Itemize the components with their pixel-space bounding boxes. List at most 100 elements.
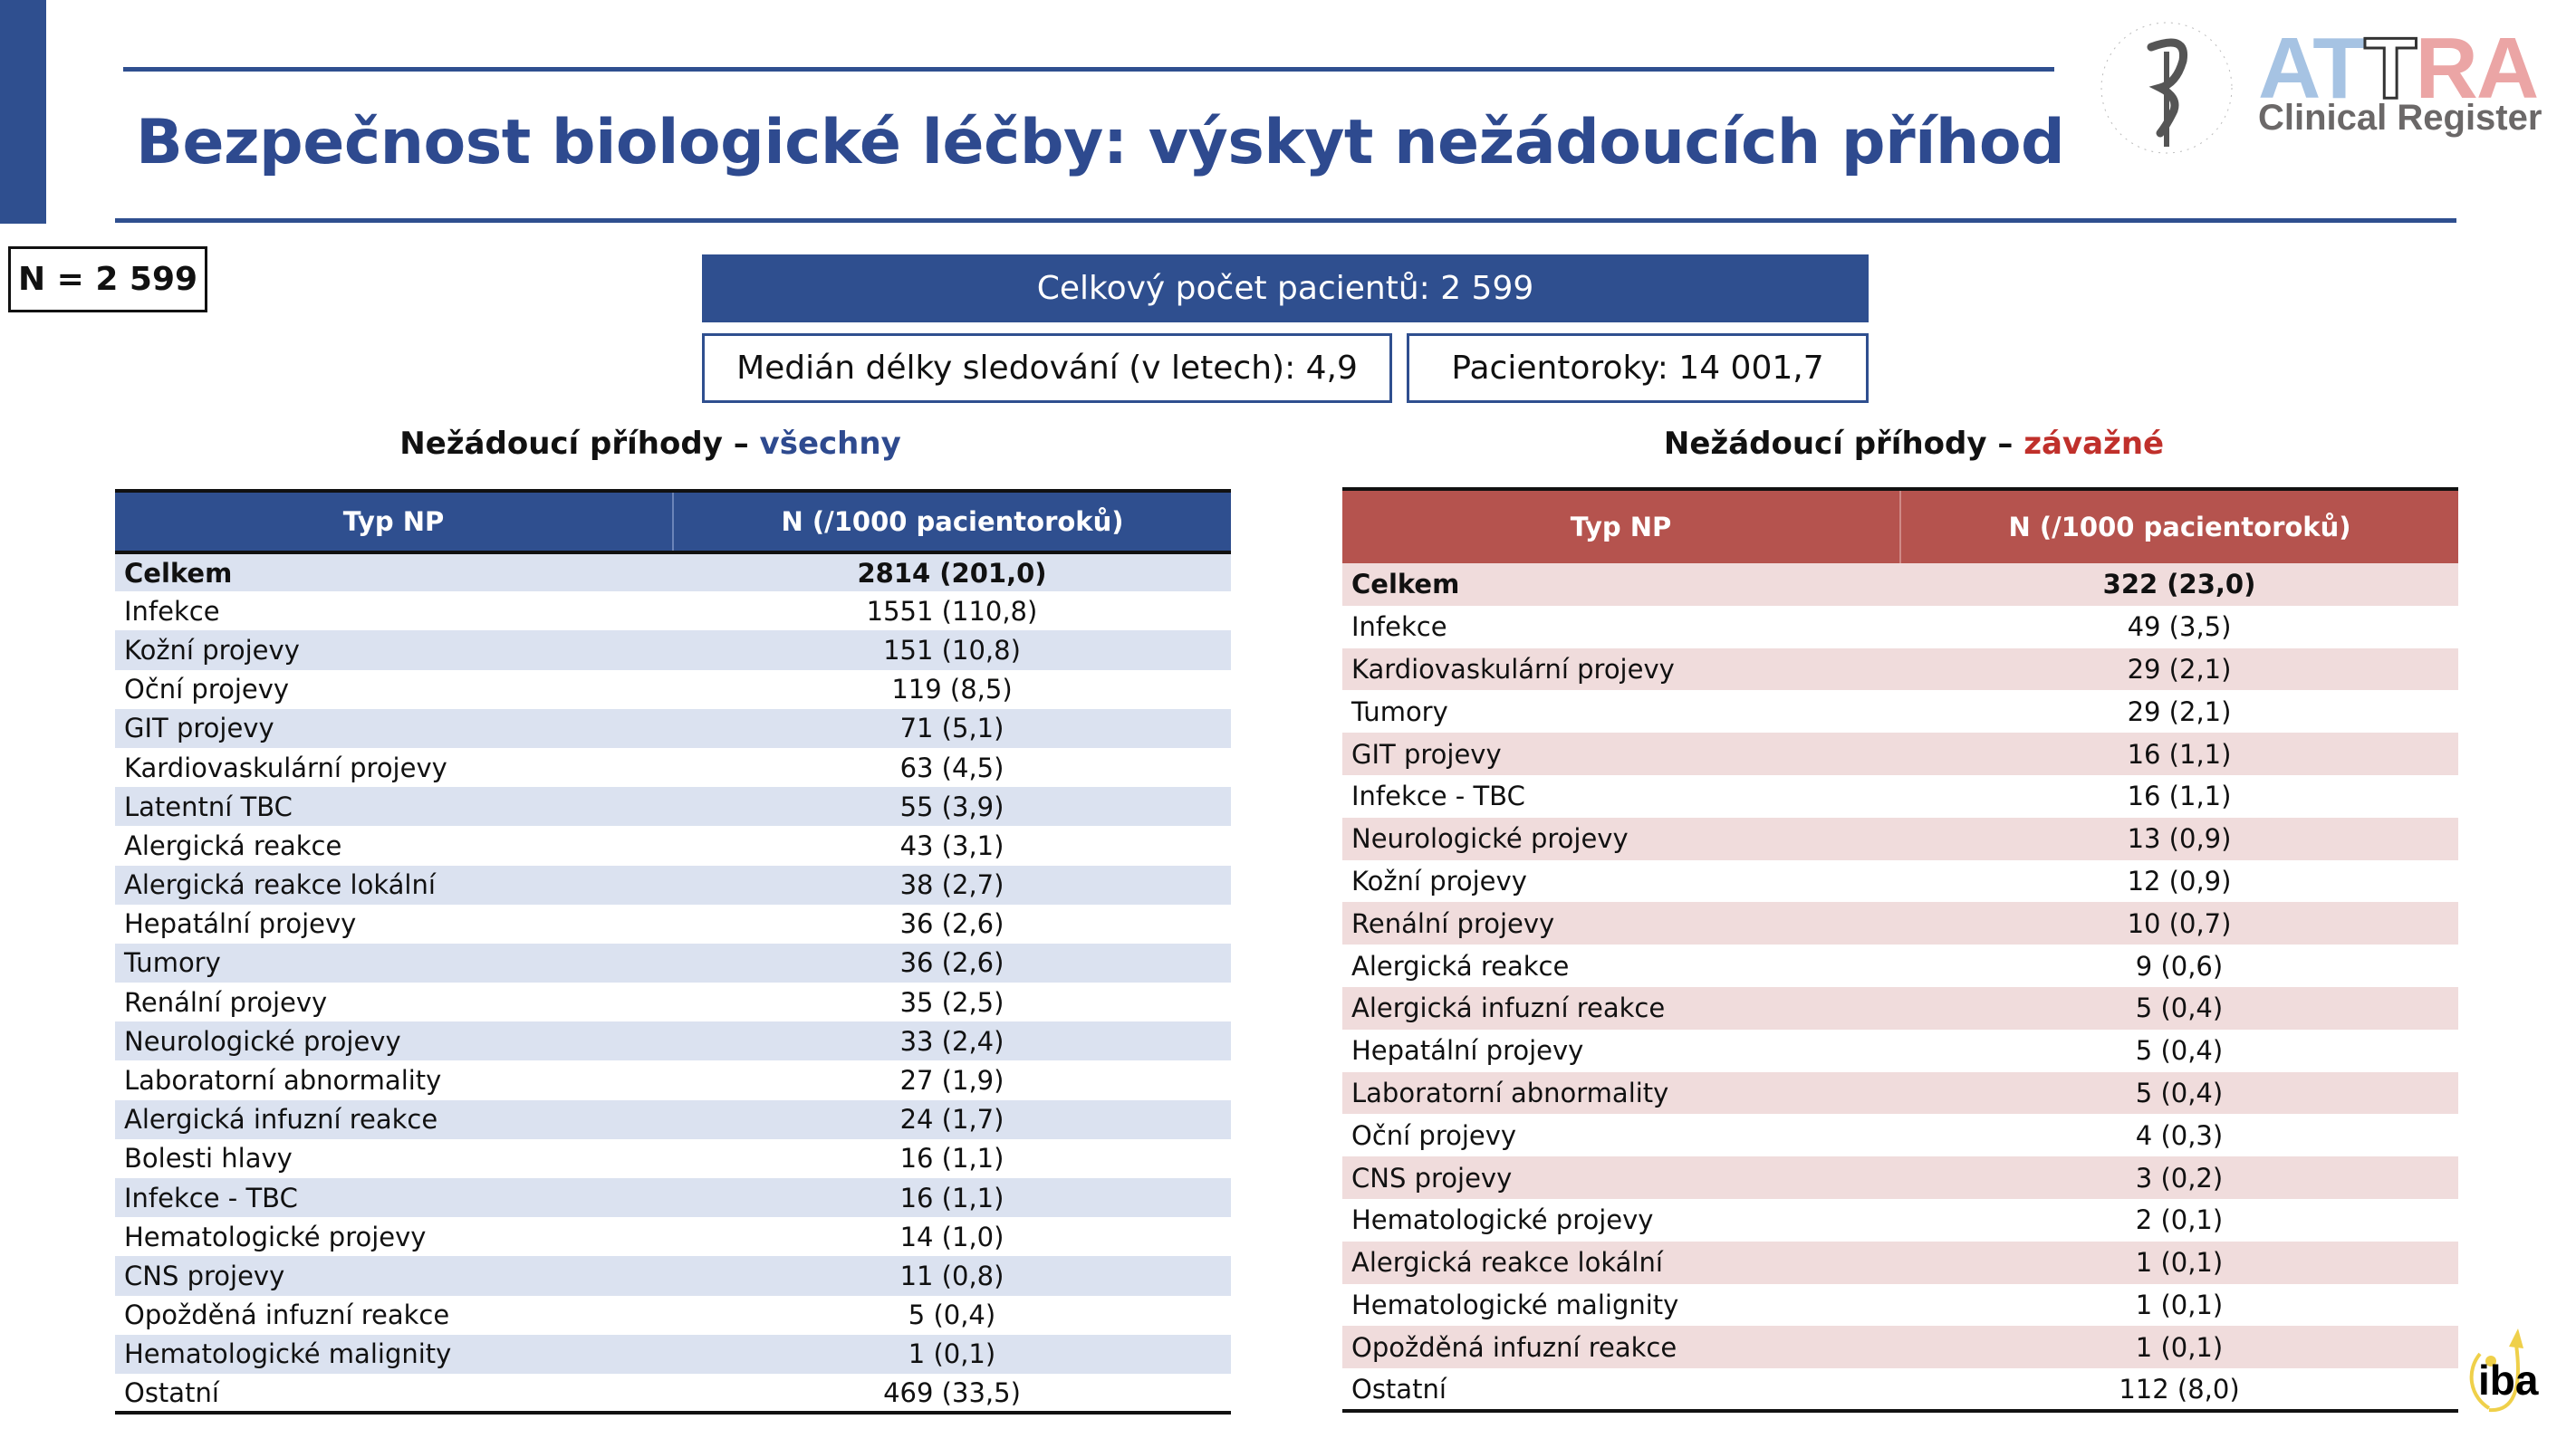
all-events-table: Typ NP N (/1000 pacientoroků) Celkem 2814 (… bbox=[115, 489, 1231, 1415]
event-type: GIT projevy bbox=[1342, 733, 1900, 775]
event-count: 49 (3,5) bbox=[2127, 611, 2232, 643]
clinical-register-label: Clinical Register bbox=[2258, 98, 2542, 138]
event-count: 151 (10,8) bbox=[673, 630, 1231, 670]
event-type: Renální projevy bbox=[124, 986, 328, 1018]
event-type: GIT projevy bbox=[115, 708, 673, 748]
table-row: Ostatní 112 (8,0) bbox=[1342, 1368, 2458, 1411]
table-row: Kardiovaskulární projevy 63 (4,5) bbox=[115, 748, 1231, 787]
event-count: 1551 (110,8) bbox=[866, 595, 1038, 627]
table-row: Neurologické projevy 13 (0,9) bbox=[1342, 817, 2458, 860]
table-row: CNS projevy 11 (0,8) bbox=[115, 1256, 1231, 1296]
event-type: Ostatní bbox=[124, 1376, 219, 1408]
table-row: Infekce 49 (3,5) bbox=[1342, 606, 2458, 648]
event-type: Alergická reakce bbox=[124, 830, 342, 861]
event-type: Kožní projevy bbox=[115, 630, 673, 670]
top-divider bbox=[123, 67, 2054, 72]
event-count: 1 (0,1) bbox=[1900, 1326, 2458, 1369]
table-row: Alergická infuzní reakce 24 (1,7) bbox=[115, 1099, 1231, 1139]
n-count-box: N = 2 599 bbox=[8, 246, 207, 312]
serious-events-title: Nežádoucí příhody – závažné bbox=[1663, 426, 2165, 462]
table-row: Hepatální projevy 5 (0,4) bbox=[1342, 1030, 2458, 1072]
event-count: 14 (1,0) bbox=[899, 1221, 1004, 1252]
table-row: Hematologické projevy 2 (0,1) bbox=[1342, 1199, 2458, 1242]
table-row: Infekce 1551 (110,8) bbox=[115, 591, 1231, 630]
table-row: Oční projevy 119 (8,5) bbox=[115, 670, 1231, 709]
event-type: Infekce bbox=[1351, 611, 1447, 643]
event-count: 3 (0,2) bbox=[1900, 1156, 2458, 1199]
event-count: 5 (0,4) bbox=[2135, 1035, 2224, 1067]
event-count: 33 (2,4) bbox=[673, 1021, 1231, 1061]
event-count: 322 (23,0) bbox=[1900, 563, 2458, 606]
event-type: Neurologické projevy bbox=[115, 1021, 673, 1061]
event-type: Kardiovaskulární projevy bbox=[124, 752, 447, 783]
event-count: 119 (8,5) bbox=[891, 674, 1013, 705]
table-row: Celkem 2814 (201,0) bbox=[115, 552, 1231, 592]
table-row: Opožděná infuzní reakce 5 (0,4) bbox=[115, 1296, 1231, 1335]
event-type: Tumory bbox=[1351, 695, 1448, 727]
serious-events-table: Typ NP N (/1000 pacientoroků) Celkem 322 (2… bbox=[1342, 487, 2458, 1413]
event-count: 11 (0,8) bbox=[673, 1256, 1231, 1296]
event-type: Hematologické malignity bbox=[1351, 1289, 1679, 1320]
all-events-title: Nežádoucí příhody – všechny bbox=[399, 426, 901, 462]
event-count: 5 (0,4) bbox=[1900, 986, 2458, 1030]
event-type: Opožděná infuzní reakce bbox=[1342, 1326, 1900, 1369]
table-row: Hepatální projevy 36 (2,6) bbox=[115, 905, 1231, 944]
event-type: Infekce bbox=[124, 595, 220, 627]
table-row: Renální projevy 35 (2,5) bbox=[115, 983, 1231, 1021]
event-type: CNS projevy bbox=[1342, 1156, 1900, 1199]
event-count: 10 (0,7) bbox=[1900, 902, 2458, 945]
event-type: Alergická infuzní reakce bbox=[115, 1099, 673, 1139]
event-count: 71 (5,1) bbox=[673, 708, 1231, 748]
event-type: Kardiovaskulární projevy bbox=[1342, 647, 1900, 691]
event-type: Renální projevy bbox=[1342, 902, 1900, 945]
event-count: 2 (0,1) bbox=[2135, 1204, 2224, 1236]
table-row: Kožní projevy 12 (0,9) bbox=[1342, 860, 2458, 903]
event-count: 5 (0,4) bbox=[908, 1300, 996, 1331]
event-count: 9 (0,6) bbox=[2135, 950, 2224, 982]
event-count: 27 (1,9) bbox=[899, 1065, 1004, 1097]
event-count: 36 (2,6) bbox=[899, 908, 1004, 940]
event-count: 63 (4,5) bbox=[899, 752, 1004, 783]
table-row: Laboratorní abnormality 27 (1,9) bbox=[115, 1060, 1231, 1099]
event-count: 469 (33,5) bbox=[883, 1376, 1021, 1408]
event-type: CNS projevy bbox=[115, 1256, 673, 1296]
table-row: Tumory 36 (2,6) bbox=[115, 943, 1231, 983]
table-row: Oční projevy 4 (0,3) bbox=[1342, 1114, 2458, 1156]
event-type: Oční projevy bbox=[124, 674, 290, 705]
table-row: Infekce - TBC 16 (1,1) bbox=[115, 1178, 1231, 1218]
event-type: Hepatální projevy bbox=[1351, 1035, 1584, 1067]
table-row: Neurologické projevy 33 (2,4) bbox=[115, 1021, 1231, 1061]
table-row: Hematologické projevy 14 (1,0) bbox=[115, 1217, 1231, 1256]
attra-logo: ATTRA bbox=[2258, 20, 2539, 117]
table-row: Alergická infuzní reakce 5 (0,4) bbox=[1342, 986, 2458, 1030]
svg-text:iba: iba bbox=[2478, 1357, 2539, 1404]
event-count: 55 (3,9) bbox=[673, 787, 1231, 827]
event-count: 2814 (201,0) bbox=[673, 552, 1231, 592]
event-count: 1 (0,1) bbox=[2135, 1289, 2224, 1320]
table-row: Bolesti hlavy 16 (1,1) bbox=[115, 1139, 1231, 1178]
event-count: 16 (1,1) bbox=[1900, 733, 2458, 775]
event-type: Laboratorní abnormality bbox=[124, 1065, 442, 1097]
event-count: 1 (0,1) bbox=[1900, 1241, 2458, 1284]
patient-years-box: Pacientoroky: 14 001,7 bbox=[1407, 333, 1869, 403]
event-type: Kožní projevy bbox=[1351, 865, 1527, 897]
society-seal-logo bbox=[2100, 22, 2233, 154]
table-row: Opožděná infuzní reakce 1 (0,1) bbox=[1342, 1326, 2458, 1369]
table-row: Renální projevy 10 (0,7) bbox=[1342, 902, 2458, 945]
event-type: Ostatní bbox=[1351, 1373, 1447, 1405]
col-type: Typ NP bbox=[1342, 489, 1900, 563]
table-row: Celkem 322 (23,0) bbox=[1342, 563, 2458, 606]
event-count: 112 (8,0) bbox=[2119, 1373, 2240, 1405]
table-row: Alergická reakce lokální 1 (0,1) bbox=[1342, 1241, 2458, 1284]
median-followup-box: Medián délky sledování (v letech): 4,9 bbox=[702, 333, 1392, 403]
event-type: Infekce - TBC bbox=[115, 1178, 673, 1218]
event-type: Alergická reakce lokální bbox=[115, 865, 673, 905]
event-count: 5 (0,4) bbox=[1900, 1071, 2458, 1115]
table-row: Ostatní 469 (33,5) bbox=[115, 1374, 1231, 1413]
event-type: Alergická reakce lokální bbox=[1342, 1241, 1900, 1284]
event-count: 4 (0,3) bbox=[2135, 1119, 2224, 1151]
event-type: Latentní TBC bbox=[115, 787, 673, 827]
event-count: 29 (2,1) bbox=[1900, 647, 2458, 691]
event-type: Alergická infuzní reakce bbox=[1342, 986, 1900, 1030]
event-type: Hepatální projevy bbox=[124, 908, 357, 940]
